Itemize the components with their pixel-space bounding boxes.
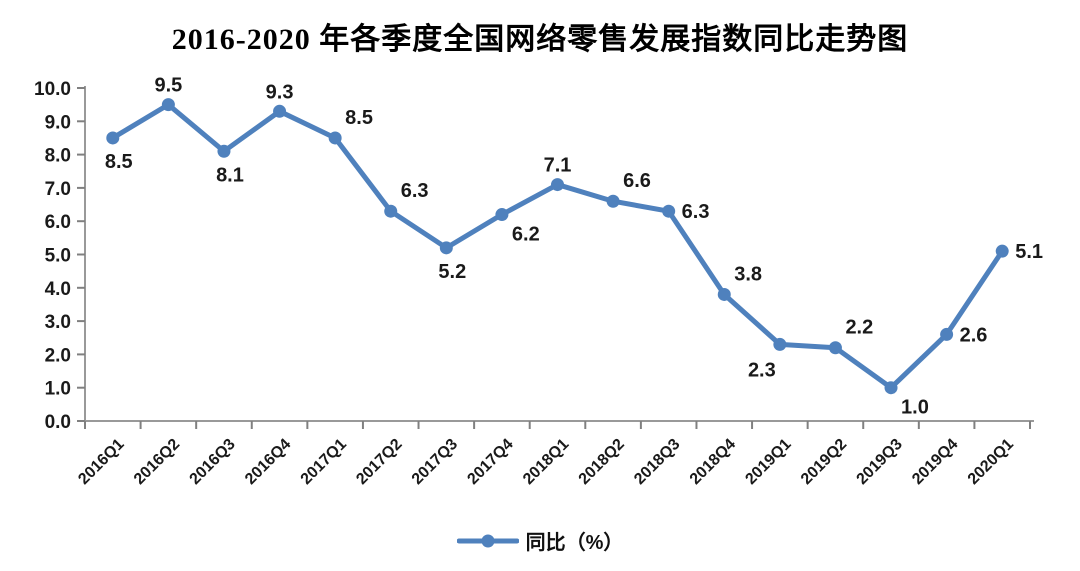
x-tick-label-2016Q3: 2016Q3 (187, 436, 239, 488)
data-point-2016Q4 (273, 104, 287, 118)
y-tick-label: 5.0 (45, 246, 71, 267)
x-tick-label-2016Q4: 2016Q4 (242, 436, 294, 488)
y-tick-label: 1.0 (45, 379, 71, 400)
data-label-2017Q2: 6.3 (401, 180, 429, 202)
data-label-2018Q2: 6.6 (623, 170, 651, 192)
data-labels: 8.5 9.5 8.1 9.3 8.5 6.3 5.2 6.2 7.1 6.6 6.3 3.8 2.3 2… (105, 75, 1043, 419)
x-axis-ticks (84, 421, 1031, 429)
legend-label: 同比（%） (525, 532, 624, 554)
data-point-2018Q1 (551, 178, 564, 192)
x-tick-label-2018Q1: 2018Q1 (520, 436, 572, 488)
data-label-2017Q4: 6.2 (512, 224, 540, 246)
data-point-2018Q3 (662, 204, 676, 218)
x-tick-label-2017Q2: 2017Q2 (353, 436, 405, 488)
x-tick-label-2019Q1: 2019Q1 (742, 436, 794, 488)
y-tick-label: 7.0 (45, 179, 71, 200)
data-label-2016Q1: 8.5 (105, 151, 133, 173)
data-label-2016Q4: 9.3 (266, 81, 294, 103)
y-tick-label: 6.0 (45, 212, 71, 233)
x-axis-labels: 2016Q1 2016Q2 2016Q3 2016Q4 2017Q1 2017Q2 2017… (75, 436, 1017, 488)
x-tick-label-2018Q3: 2018Q3 (631, 436, 683, 488)
data-point-2019Q3 (884, 381, 898, 395)
chart-title: 2016-2020 年各季度全国网络零售发展指数同比走势图 (171, 23, 909, 56)
data-label-2016Q3: 8.1 (216, 164, 244, 186)
x-tick-label-2017Q3: 2017Q3 (409, 436, 461, 488)
data-label-2017Q3: 5.2 (438, 261, 466, 283)
y-tick-label: 3.0 (45, 312, 71, 333)
data-point-2018Q2 (606, 194, 620, 208)
data-point-2020Q1 (995, 244, 1009, 258)
x-tick-label-2020Q1: 2020Q1 (965, 436, 1017, 488)
y-tick-label: 4.0 (45, 279, 71, 300)
data-label-2017Q1: 8.5 (345, 107, 373, 129)
x-tick-label-2017Q4: 2017Q4 (464, 436, 516, 488)
x-tick-label-2019Q4: 2019Q4 (909, 436, 961, 488)
x-tick-label-2016Q2: 2016Q2 (131, 436, 183, 488)
x-tick-label-2018Q2: 2018Q2 (576, 436, 628, 488)
data-label-2016Q2: 9.5 (154, 75, 182, 97)
data-point-2016Q3 (217, 144, 231, 158)
data-label-2020Q1: 5.1 (1015, 241, 1043, 263)
x-tick-label-2019Q3: 2019Q3 (854, 436, 906, 488)
y-tick-label: 2.0 (45, 345, 71, 366)
y-tick-label: 0.0 (45, 412, 71, 433)
y-tick-label: 8.0 (45, 146, 71, 167)
data-label-2018Q3: 6.3 (682, 201, 710, 223)
y-tick-label: 9.0 (45, 112, 71, 133)
data-point-2019Q1 (773, 337, 787, 351)
legend-line-marker-icon (456, 534, 519, 547)
data-point-2019Q2 (828, 341, 842, 355)
x-tick-label-2019Q2: 2019Q2 (798, 436, 850, 488)
data-point-2019Q4 (940, 327, 954, 341)
y-axis-ticks: 0.0 1.0 2.0 3.0 4.0 5.0 6.0 7.0 8.0 9.0 10.0 (34, 79, 85, 433)
x-tick-label-2017Q1: 2017Q1 (298, 436, 350, 488)
data-label-2019Q4: 2.6 (960, 324, 988, 346)
x-tick-label-2016Q1: 2016Q1 (75, 436, 127, 488)
data-points (106, 98, 1009, 395)
data-point-2016Q1 (106, 131, 120, 145)
axes (84, 86, 1034, 422)
data-point-2017Q3 (439, 241, 453, 255)
legend: 同比（%） (0, 526, 1080, 555)
y-tick-label: 10.0 (34, 79, 71, 100)
data-label-2019Q3: 1.0 (901, 397, 929, 419)
data-point-2016Q2 (161, 98, 175, 112)
data-point-2017Q4 (495, 208, 509, 222)
x-tick-label-2018Q4: 2018Q4 (687, 436, 739, 488)
data-label-2019Q1: 2.3 (748, 359, 776, 381)
data-label-2018Q1: 7.1 (544, 155, 572, 177)
series-line (110, 102, 1005, 391)
data-point-2017Q1 (328, 131, 342, 145)
data-label-2019Q2: 2.2 (845, 317, 873, 339)
legend-dot (481, 534, 495, 547)
data-point-2017Q2 (384, 204, 398, 218)
data-point-2018Q4 (717, 287, 731, 301)
data-label-2018Q4: 3.8 (734, 263, 762, 285)
